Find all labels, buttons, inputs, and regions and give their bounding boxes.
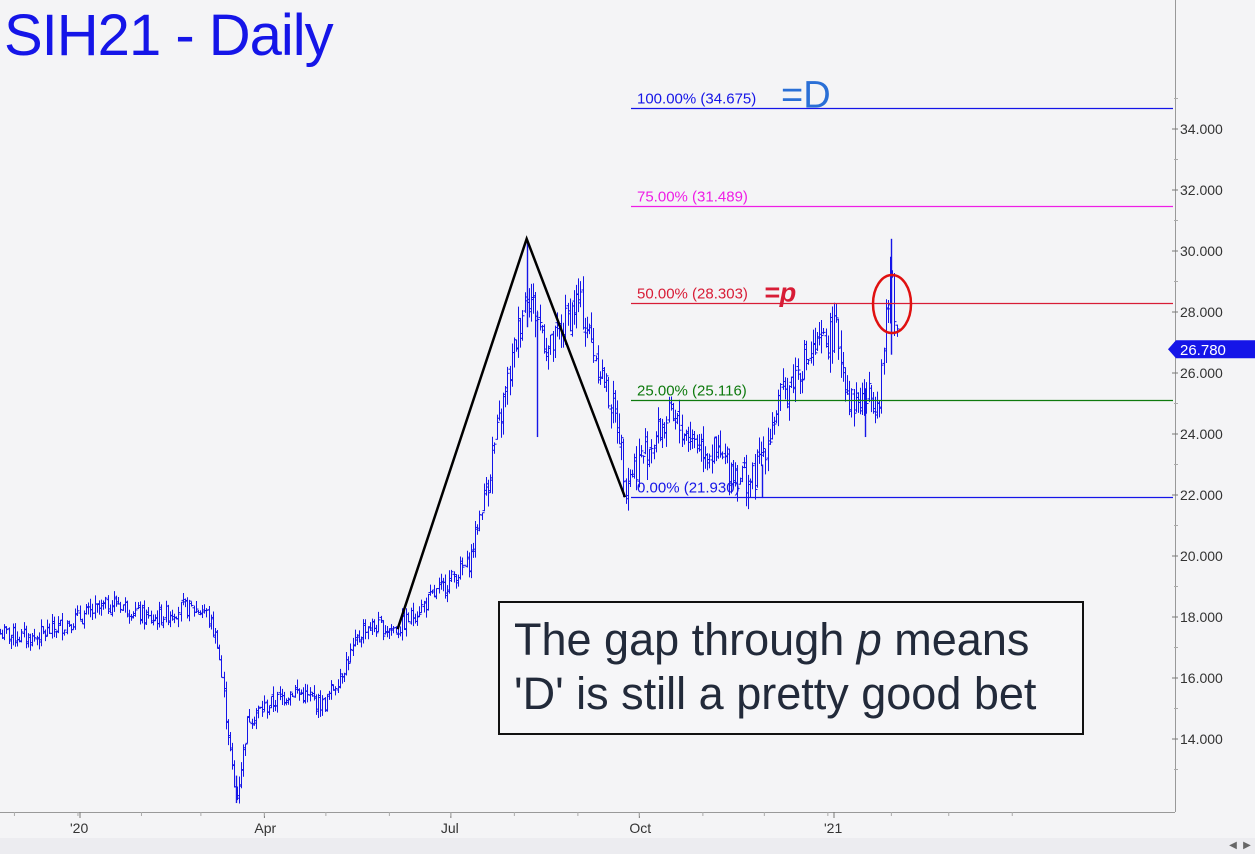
callout-line-2: 'D' is still a pretty good bet xyxy=(514,668,1037,719)
abc-pattern xyxy=(396,235,627,630)
last-price-tag xyxy=(1168,340,1255,359)
y-tick-label: 32.000 xyxy=(1180,182,1223,198)
x-tick-label: Oct xyxy=(629,820,651,836)
highlight-circle xyxy=(871,273,913,335)
fib-levels: 100.00% (34.675) =D 75.00% (31.489) 50.00% … xyxy=(631,75,1173,499)
fib-label: 75.00% (31.489) xyxy=(637,189,748,206)
y-tick-label: 34.000 xyxy=(1180,121,1223,137)
last-price-label: 26.780 xyxy=(1180,342,1226,359)
x-tick-label: Jul xyxy=(441,820,459,836)
y-axis: 14.000 16.000 18.000 20.000 22.000 24.000 26.0… xyxy=(1168,0,1255,812)
fib-label: 25.00% (25.116) xyxy=(637,383,747,400)
scroll-right-icon[interactable]: ▶ xyxy=(1243,840,1251,851)
ohlc-bars xyxy=(0,238,900,804)
x-tick-label: Apr xyxy=(254,820,276,836)
y-tick-label: 18.000 xyxy=(1180,609,1223,625)
y-tick-label: 20.000 xyxy=(1180,548,1223,564)
x-tick-label: '20 xyxy=(70,820,88,836)
fib-label: 100.00% (34.675) xyxy=(637,91,756,108)
fib-label: 50.00% (28.303) xyxy=(637,286,748,303)
y-tick-label: 30.000 xyxy=(1180,243,1223,259)
y-tick-label: 22.000 xyxy=(1180,487,1223,503)
scroll-left-icon[interactable]: ◀ xyxy=(1229,840,1237,851)
pattern-line xyxy=(396,235,627,630)
x-axis: '20 Apr Jul Oct '21 xyxy=(0,812,1175,836)
y-tick-label: 24.000 xyxy=(1180,426,1223,442)
marker-D: =D xyxy=(781,75,831,117)
callout-p-letter: p xyxy=(856,614,882,665)
y-tick-label: 16.000 xyxy=(1180,670,1223,686)
annotation-callout: The gap through p means 'D' is still a p… xyxy=(498,601,1084,735)
callout-line-1: The gap through p means xyxy=(514,614,1030,665)
y-tick-label: 28.000 xyxy=(1180,304,1223,320)
horizontal-scrollbar[interactable] xyxy=(0,838,1255,854)
chart-title: SIH21 - Daily xyxy=(4,3,334,68)
fib-label: 0.00% (21.930) xyxy=(637,480,740,497)
marker-p: =p xyxy=(764,278,796,308)
y-tick-label: 14.000 xyxy=(1180,731,1223,747)
x-tick-label: '21 xyxy=(824,820,842,836)
y-tick-label: 26.000 xyxy=(1180,365,1223,381)
